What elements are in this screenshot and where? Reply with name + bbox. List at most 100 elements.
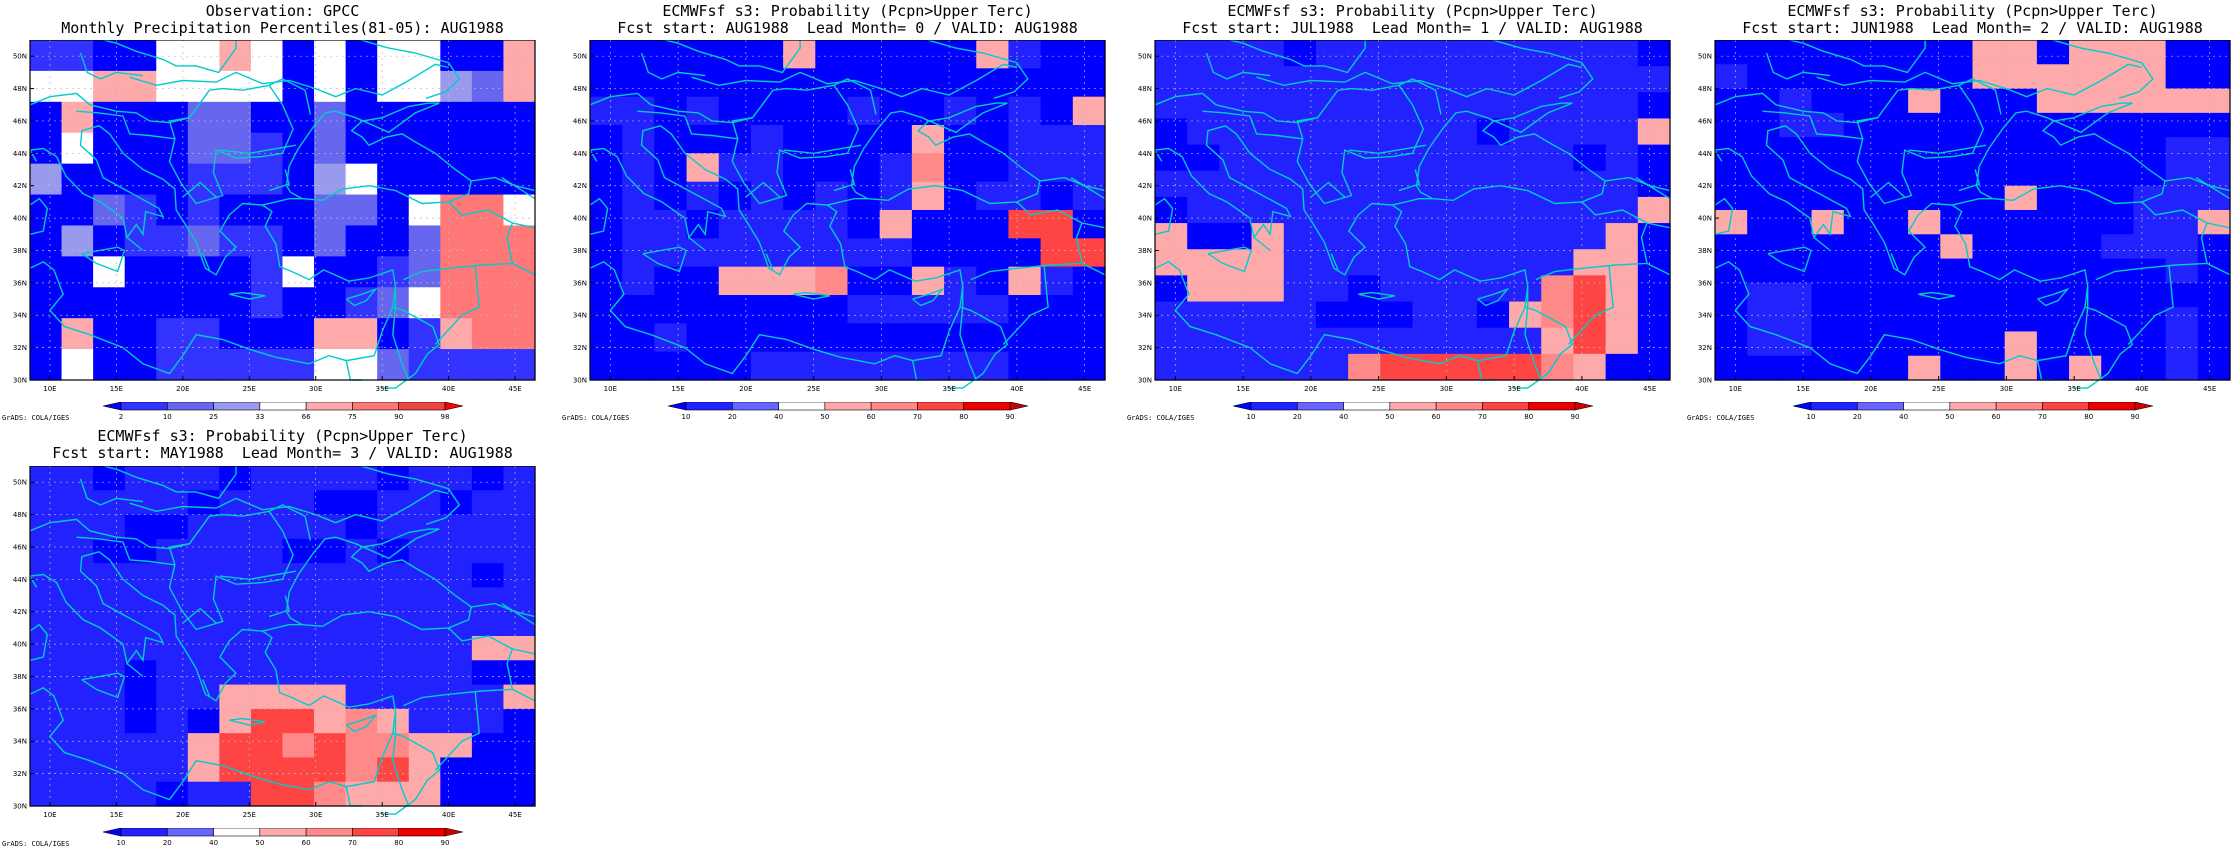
grid-cell — [847, 266, 881, 296]
colorbar-label: 50 — [1945, 413, 1954, 421]
grid-cell — [440, 733, 473, 759]
grid-cell — [30, 194, 63, 227]
grid-cell — [30, 490, 63, 516]
grid-cell — [1747, 258, 1780, 284]
grid-cell — [750, 266, 784, 296]
grid-cell — [1811, 307, 1845, 333]
grid-cell — [2133, 234, 2167, 260]
grid-cell — [1444, 327, 1478, 355]
grid-cell — [1315, 170, 1349, 198]
grid-cell — [1040, 210, 1074, 239]
lat-tick-label: 30N — [1698, 377, 1712, 385]
grid-cell — [471, 349, 505, 381]
lon-tick-label: 45E — [1643, 385, 1656, 393]
grid-cell — [1251, 301, 1285, 329]
colorbar-label: 90 — [1570, 413, 1579, 421]
coastline — [664, 40, 801, 74]
grid-cell — [250, 587, 284, 613]
grid-cell — [61, 287, 94, 319]
grid-cell — [590, 295, 623, 324]
grid-cell — [345, 757, 378, 783]
grid-cell — [1715, 64, 1748, 90]
grid-cell — [1348, 327, 1381, 355]
grid-cell — [1637, 144, 1671, 172]
grid-cell — [1219, 327, 1253, 355]
grid-cell — [282, 757, 315, 783]
grid-cell — [1573, 92, 1607, 120]
grid-cell — [1747, 64, 1780, 90]
grid-cell — [61, 40, 94, 72]
coastline — [1081, 222, 1106, 229]
grid-cell — [1509, 40, 1542, 67]
grid-cell — [2197, 112, 2231, 138]
grid-cell — [590, 68, 623, 98]
grid-cell — [1008, 40, 1042, 69]
grid-cell — [1348, 249, 1381, 276]
lon-tick-label: 25E — [1932, 385, 1945, 393]
grid-cell — [503, 538, 536, 564]
grid-cell — [1476, 327, 1510, 355]
grid-cell — [2165, 331, 2199, 357]
grid-cell — [1219, 118, 1253, 146]
coastline — [79, 478, 144, 506]
coastline — [2084, 286, 2102, 381]
colorbar-label: 80 — [1524, 413, 1533, 421]
coastline — [1856, 117, 1878, 140]
grid-cell — [1476, 40, 1510, 67]
grid-cell — [2197, 88, 2231, 114]
grid-cell — [408, 611, 441, 637]
coastline — [1296, 117, 1318, 140]
coastline — [640, 52, 706, 80]
lon-tick-label: 20E — [739, 385, 752, 393]
grid-cell — [783, 238, 816, 268]
grid-cell — [440, 563, 473, 589]
grid-cell — [93, 318, 126, 350]
grid-cell — [2036, 137, 2070, 163]
coastline — [1207, 246, 1253, 273]
coastline — [912, 287, 945, 307]
grid-cell — [503, 101, 536, 134]
grid-cell — [2133, 331, 2167, 357]
grid-cell — [1605, 223, 1639, 250]
grid-cell — [2197, 137, 2231, 163]
grid-cell — [1412, 353, 1446, 381]
grid-cell — [471, 490, 505, 516]
lat-tick-label: 48N — [13, 85, 27, 93]
grid-cell — [976, 68, 1010, 98]
grid-cell — [1040, 181, 1074, 211]
grid-cell — [187, 708, 220, 734]
grid-cell — [156, 708, 189, 734]
grid-cell — [2101, 234, 2135, 260]
coastline — [81, 672, 126, 699]
grid-cell — [2165, 112, 2199, 138]
grid-cell — [1155, 327, 1188, 355]
grid-cell — [654, 181, 688, 211]
grid-cell — [187, 514, 220, 540]
coastline — [219, 144, 296, 155]
map-panel-lead1: 30N 32N 34N 36N 38N 40N 42N 44N 46N 48N 50N 10E 15E 2… — [1138, 40, 1671, 393]
grid-cell — [314, 538, 347, 564]
coastline — [2164, 176, 2231, 192]
grid-cell — [1811, 88, 1845, 114]
grid-cell — [1283, 40, 1317, 67]
grid-cell — [61, 684, 94, 710]
grid-cell — [879, 153, 913, 183]
grid-cell — [1605, 170, 1639, 198]
grid-cell — [1187, 223, 1220, 250]
lon-tick-label: 10E — [43, 811, 56, 819]
colorbar-segment — [166, 828, 214, 837]
grid-cell — [1187, 249, 1220, 276]
grid-cell — [1187, 327, 1220, 355]
grid-cell — [686, 266, 720, 296]
coastline — [1567, 264, 1614, 345]
colorbar-segment — [351, 828, 399, 837]
grid-cell — [1541, 170, 1575, 198]
grid-cell — [654, 210, 688, 239]
colorbar-segment — [305, 402, 353, 411]
grid-cell — [2069, 137, 2102, 163]
coastline — [793, 291, 831, 300]
coastline — [2051, 40, 2154, 99]
coastline — [434, 690, 480, 771]
lon-tick-label: 45E — [1078, 385, 1091, 393]
grid-cell — [1541, 327, 1575, 355]
